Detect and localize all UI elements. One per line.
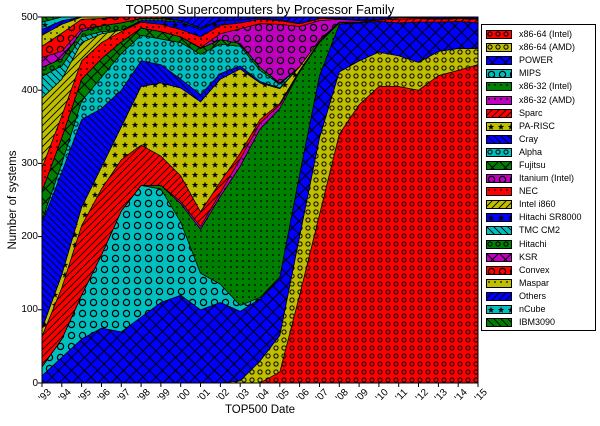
legend-swatch xyxy=(486,200,512,210)
legend-swatch xyxy=(486,147,512,157)
legend-item: Alpha xyxy=(486,146,595,159)
legend-swatch xyxy=(486,134,512,144)
legend-item: Fujitsu xyxy=(486,159,595,172)
legend-item: x86-32 (AMD) xyxy=(486,93,595,106)
legend-label: Itanium (Intel) xyxy=(519,173,575,184)
legend-item: Hitachi SR8000 xyxy=(486,211,595,224)
legend-item: x86-64 (AMD) xyxy=(486,41,595,54)
legend-item: Intel i860 xyxy=(486,198,595,211)
legend-label: PA-RISC xyxy=(519,120,555,131)
legend-label: Convex xyxy=(519,264,550,275)
legend-item: Sparc xyxy=(486,107,595,120)
legend-swatch xyxy=(486,226,512,236)
y-tick-label: 100 xyxy=(21,304,38,316)
legend-swatch xyxy=(486,252,512,262)
legend-swatch xyxy=(486,56,512,66)
y-tick-label: 0 xyxy=(32,377,38,389)
legend-swatch xyxy=(486,82,512,92)
legend-label: x86-64 (AMD) xyxy=(519,42,576,53)
legend-swatch xyxy=(486,239,512,249)
legend-swatch xyxy=(486,213,512,223)
legend-swatch xyxy=(486,95,512,105)
legend-item: KSR xyxy=(486,251,595,264)
legend-item: x86-64 (Intel) xyxy=(486,28,595,41)
legend-label: MIPS xyxy=(519,68,542,79)
plot-border xyxy=(41,16,479,384)
legend-swatch xyxy=(486,305,512,315)
legend-item: Hitachi xyxy=(486,238,595,251)
legend-swatch xyxy=(486,265,512,275)
x-axis-label: TOP500 Date xyxy=(224,404,296,416)
legend-item: Convex xyxy=(486,264,595,277)
y-tick-label: 200 xyxy=(21,231,38,243)
y-tick-label: 300 xyxy=(21,157,38,169)
legend-swatch xyxy=(486,108,512,118)
legend: x86-64 (Intel) x86-64 (AMD) POWER MIPS x86-3… xyxy=(481,24,596,331)
legend-item: Cray xyxy=(486,133,595,146)
legend-label: Maspar xyxy=(519,277,550,288)
legend-label: Alpha xyxy=(519,146,543,157)
legend-label: Cray xyxy=(519,133,539,144)
legend-item: NEC xyxy=(486,185,595,198)
axis-ticks xyxy=(38,16,479,387)
legend-label: Intel i860 xyxy=(519,199,556,210)
legend-swatch xyxy=(486,187,512,197)
legend-label: NEC xyxy=(519,186,539,197)
y-tick-label: 500 xyxy=(21,11,38,23)
legend-swatch xyxy=(486,30,512,40)
legend-item: Others xyxy=(486,290,595,303)
legend-item: Maspar xyxy=(486,277,595,290)
legend-item: TMC CM2 xyxy=(486,224,595,237)
legend-label: TMC CM2 xyxy=(519,225,560,236)
legend-label: Others xyxy=(519,290,547,301)
legend-item: IBM3090 xyxy=(486,316,595,329)
legend-item: MIPS xyxy=(486,67,595,80)
y-tick-label: 400 xyxy=(21,84,38,96)
legend-label: POWER xyxy=(519,55,554,66)
legend-label: x86-64 (Intel) xyxy=(519,29,573,40)
legend-item: POWER xyxy=(486,54,595,67)
legend-label: Sparc xyxy=(519,107,543,118)
legend-label: IBM3090 xyxy=(519,317,556,328)
legend-item: Itanium (Intel) xyxy=(486,172,595,185)
legend-label: x86-32 (Intel) xyxy=(519,81,573,92)
legend-swatch xyxy=(486,121,512,131)
legend-swatch xyxy=(486,278,512,288)
legend-item: x86-32 (Intel) xyxy=(486,80,595,93)
legend-label: Hitachi xyxy=(519,238,547,249)
legend-swatch xyxy=(486,174,512,184)
legend-swatch xyxy=(486,43,512,53)
legend-swatch xyxy=(486,291,512,301)
legend-label: x86-32 (AMD) xyxy=(519,94,576,105)
legend-label: nCube xyxy=(519,304,546,315)
legend-swatch xyxy=(486,160,512,170)
legend-item: PA-RISC xyxy=(486,120,595,133)
chart-title: TOP500 Supercomputers by Processor Famil… xyxy=(125,2,395,17)
legend-label: KSR xyxy=(519,251,538,262)
legend-label: Hitachi SR8000 xyxy=(519,212,582,223)
legend-swatch xyxy=(486,69,512,79)
legend-item: nCube xyxy=(486,303,595,316)
legend-swatch xyxy=(486,318,512,328)
legend-label: Fujitsu xyxy=(519,159,546,170)
